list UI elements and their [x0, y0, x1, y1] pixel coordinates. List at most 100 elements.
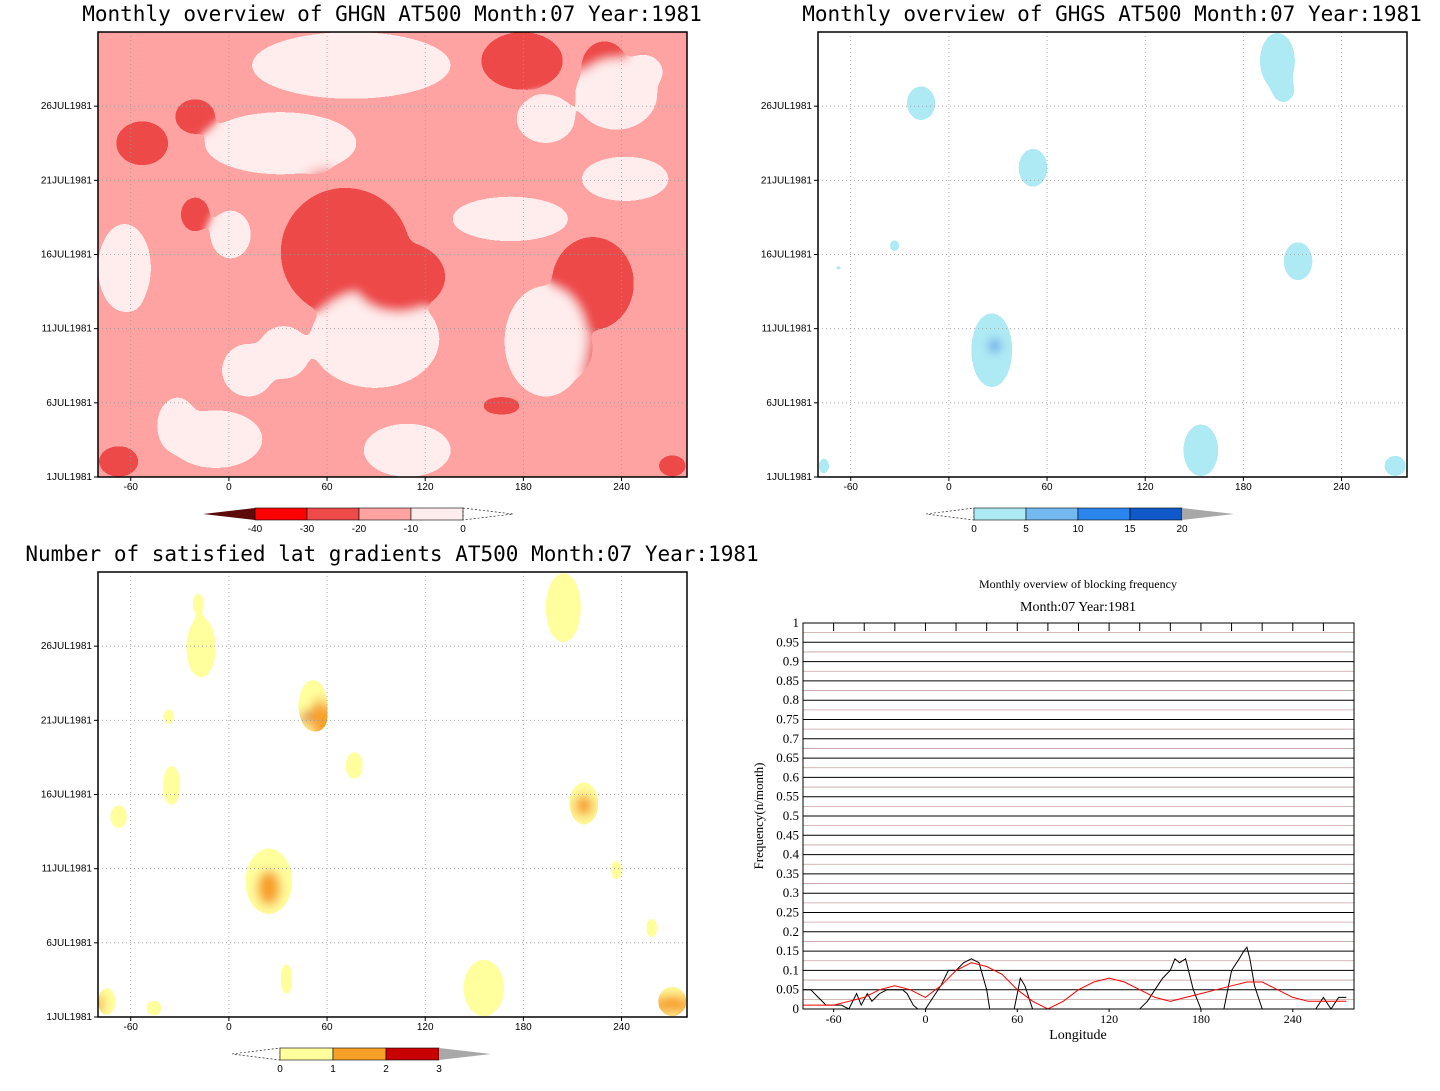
- x-tick-label: 120: [417, 482, 434, 493]
- x-tick-label: 240: [1333, 482, 1350, 493]
- contour-region: [180, 196, 210, 233]
- y-tick-label: 1: [793, 615, 800, 630]
- x-tick-label: 60: [1041, 482, 1053, 493]
- contour-region: [1183, 423, 1219, 477]
- y-tick-label: 0.75: [776, 712, 799, 727]
- y-tick-label: 0.25: [776, 905, 799, 920]
- contour-region: [657, 454, 687, 477]
- contour-region: [818, 454, 830, 477]
- y-tick-label: 0.85: [776, 673, 799, 688]
- y-tick-label: 16JUL1981: [41, 790, 93, 801]
- latgrad-colorbar: 0 1 2 3: [231, 1047, 491, 1075]
- contour-region: [657, 994, 687, 1013]
- contour-region: [145, 999, 163, 1017]
- colorbar-swatch: [254, 507, 308, 521]
- x-tick-label: -60: [843, 482, 858, 493]
- colorbar-label: 20: [1176, 524, 1188, 535]
- contour-region: [645, 914, 658, 942]
- contour-region: [1324, 321, 1337, 331]
- colorbar-swatch: [332, 1047, 387, 1061]
- y-tick-label: 1JUL1981: [46, 472, 92, 483]
- x-tick-label: 60: [1011, 1012, 1023, 1026]
- contour-region: [580, 156, 670, 202]
- y-tick-label: 0.6: [783, 769, 800, 784]
- blocking-x-axis-label: Longitude: [1049, 1028, 1107, 1043]
- contour-region: [480, 396, 523, 415]
- ghgs-colorbar: 0 5 10 15 20: [925, 507, 1234, 535]
- y-tick-label: 6JUL1981: [46, 938, 92, 949]
- contour-region: [622, 54, 664, 90]
- y-tick-label: 1JUL1981: [766, 472, 812, 483]
- x-tick-label: 0: [226, 482, 232, 493]
- colorbar-swatch: [306, 507, 360, 521]
- contour-region: [209, 210, 252, 259]
- y-tick-label: 0.5: [783, 808, 799, 823]
- x-tick-label: 0: [922, 1012, 928, 1026]
- blocking-y-axis-label: Frequency(n/month): [751, 763, 766, 870]
- blocking-subtitle: Month:07 Year:1981: [1020, 600, 1136, 615]
- colorbar-swatch: [410, 507, 464, 521]
- contour-region: [829, 263, 848, 273]
- blocking-title: Monthly overview of blocking frequency: [979, 577, 1177, 591]
- contour-region: [345, 750, 364, 782]
- colorbar-label: 10: [1072, 524, 1084, 535]
- x-tick-label: 120: [417, 1022, 434, 1033]
- colorbar-end-right: [1182, 508, 1234, 520]
- series-line-1: [803, 962, 1347, 1009]
- contour-region: [912, 54, 925, 64]
- x-tick-label: 240: [613, 482, 630, 493]
- contour-region: [463, 959, 505, 1017]
- contour-region: [257, 870, 281, 906]
- colorbar-label: 0: [971, 524, 977, 535]
- colorbar-end-left: [203, 508, 255, 520]
- contour-region: [988, 339, 1001, 353]
- y-tick-label: 0.9: [783, 654, 799, 669]
- contour-region: [363, 423, 452, 477]
- colorbar-end-right: [439, 1048, 491, 1060]
- y-tick-label: 26JUL1981: [761, 101, 813, 112]
- y-tick-label: 6JUL1981: [766, 398, 812, 409]
- contour-region: [310, 701, 328, 733]
- colorbar-end-left: [231, 1047, 281, 1061]
- contour-region: [156, 396, 199, 455]
- colorbar-label: 15: [1124, 524, 1136, 535]
- contour-region: [575, 794, 593, 817]
- colorbar-end-left: [925, 507, 975, 521]
- y-tick-label: 16JUL1981: [761, 250, 813, 261]
- x-tick-label: 60: [321, 1022, 333, 1033]
- panel-ghgn: Monthly overview of GHGN AT500 Month:07 …: [41, 2, 702, 535]
- colorbar-label: 0: [460, 524, 466, 535]
- contour-region: [304, 709, 311, 724]
- colorbar-label: 2: [383, 1064, 389, 1075]
- x-tick-label: 120: [1137, 482, 1154, 493]
- series-line-0: [803, 946, 1347, 1009]
- x-tick-label: 60: [321, 482, 333, 493]
- y-tick-label: 0.05: [776, 982, 799, 997]
- contour-region: [1283, 241, 1313, 282]
- y-tick-label: 0.15: [776, 943, 799, 958]
- y-tick-label: 11JUL1981: [42, 864, 93, 875]
- x-tick-label: -60: [123, 1022, 138, 1033]
- contour-region: [504, 285, 587, 397]
- latgrad-title: Number of satisfied lat gradients AT500 …: [25, 542, 758, 566]
- panel-blocking-frequency: Monthly overview of blocking frequency M…: [751, 577, 1355, 1043]
- contour-region: [162, 763, 181, 808]
- contour-region: [109, 803, 128, 831]
- contour-region: [310, 290, 440, 388]
- contour-region: [516, 94, 576, 144]
- contour-region: [906, 85, 936, 121]
- contour-region: [610, 856, 623, 884]
- colorbar-label: -30: [300, 524, 315, 535]
- contour-region: [280, 959, 293, 1000]
- contour-region: [1259, 32, 1296, 90]
- y-tick-label: 0.95: [776, 634, 799, 649]
- contour-region: [351, 241, 446, 313]
- y-tick-label: 11JUL1981: [42, 324, 93, 335]
- contour-region: [115, 267, 146, 313]
- contour-region: [1018, 147, 1048, 188]
- contour-region: [192, 589, 205, 617]
- contour-region: [545, 572, 581, 644]
- contour-region: [98, 994, 104, 1013]
- colorbar-label: 5: [1023, 524, 1029, 535]
